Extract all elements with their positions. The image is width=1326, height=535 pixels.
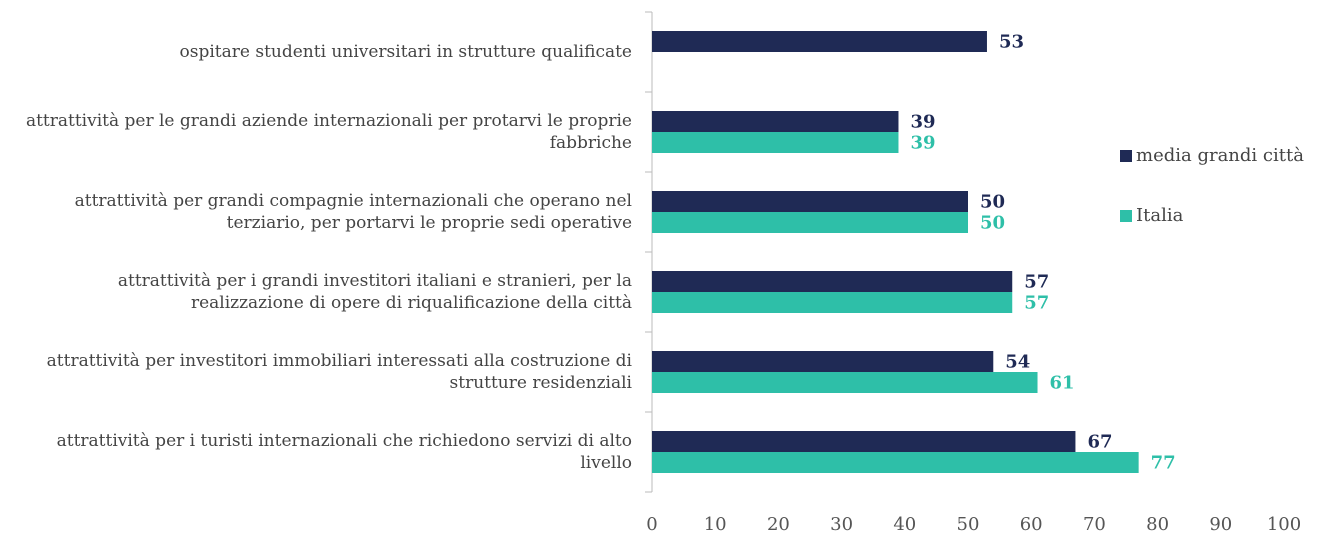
bar — [652, 431, 1076, 452]
x-tick-label: 80 — [1146, 514, 1169, 535]
value-label: 50 — [980, 192, 1005, 213]
legend-label: media grandi città — [1136, 145, 1304, 166]
value-label: 53 — [999, 32, 1024, 53]
value-label: 57 — [1024, 293, 1049, 314]
x-tick-label: 20 — [767, 514, 790, 535]
category-label: attrattività per le grandi aziende inter… — [25, 111, 632, 153]
bar — [652, 212, 968, 233]
value-label: 39 — [910, 133, 935, 154]
x-tick-label: 100 — [1267, 514, 1301, 535]
x-tick-label: 60 — [1020, 514, 1043, 535]
x-tick-label: 90 — [1209, 514, 1232, 535]
category-label: attrattività per investitori immobiliari… — [46, 351, 632, 393]
x-tick-label: 50 — [957, 514, 980, 535]
legend-swatch — [1120, 150, 1132, 162]
value-label: 50 — [980, 213, 1005, 234]
bar — [652, 372, 1038, 393]
x-tick-label: 0 — [646, 514, 657, 535]
value-label: 54 — [1005, 352, 1030, 373]
bar — [652, 111, 899, 132]
x-tick-label: 70 — [1083, 514, 1106, 535]
bar — [652, 191, 968, 212]
value-label: 39 — [910, 112, 935, 133]
category-label: attrattività per i turisti internazional… — [56, 431, 632, 473]
x-tick-label: 40 — [893, 514, 916, 535]
bar — [652, 351, 994, 372]
bar — [652, 132, 899, 153]
bar — [652, 31, 987, 52]
bar — [652, 452, 1139, 473]
x-tick-label: 30 — [830, 514, 853, 535]
value-label: 57 — [1024, 272, 1049, 293]
legend-swatch — [1120, 210, 1132, 222]
x-tick-label: 10 — [704, 514, 727, 535]
bar — [652, 271, 1013, 292]
bar — [652, 292, 1013, 313]
value-label: 61 — [1050, 373, 1075, 394]
legend-label: Italia — [1136, 205, 1184, 226]
category-label: ospitare studenti universitari in strutt… — [179, 42, 632, 62]
value-label: 67 — [1087, 432, 1112, 453]
value-label: 77 — [1151, 453, 1176, 474]
category-label: attrattività per i grandi investitori it… — [117, 271, 632, 313]
category-label: attrattività per grandi compagnie intern… — [74, 191, 632, 233]
